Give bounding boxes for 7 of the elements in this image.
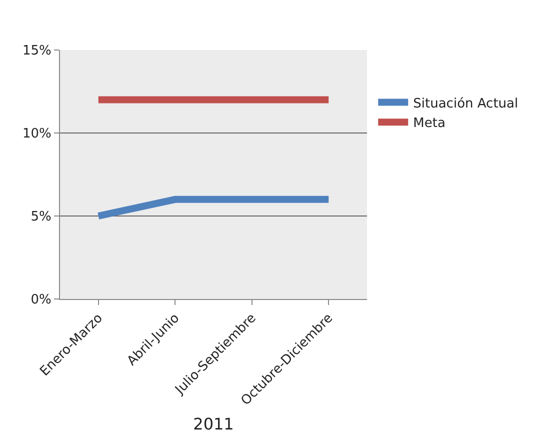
y-tick-label: 10% <box>22 126 52 142</box>
y-tick-label: 0% <box>30 292 52 308</box>
y-tick-label: 5% <box>30 210 52 225</box>
legend-label: Meta <box>413 116 446 132</box>
legend-label: Situación Actual <box>413 96 518 112</box>
x-axis-title: 2011 <box>193 414 234 434</box>
y-tick-label: 15% <box>22 44 52 59</box>
